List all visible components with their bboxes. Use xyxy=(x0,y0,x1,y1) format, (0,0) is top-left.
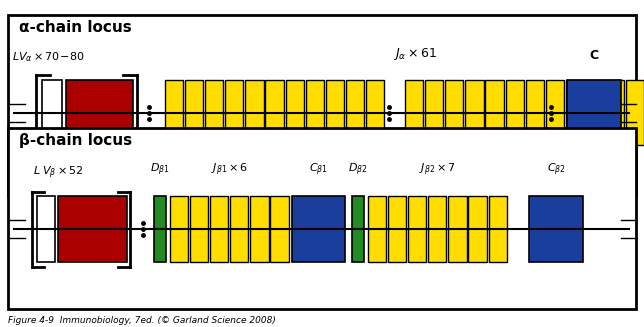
Bar xyxy=(468,197,487,262)
Bar xyxy=(190,197,208,262)
Bar xyxy=(270,197,289,262)
Text: $C_{\beta 1}$: $C_{\beta 1}$ xyxy=(309,162,328,178)
Text: α-chain locus: α-chain locus xyxy=(19,20,132,35)
Bar xyxy=(231,197,249,262)
Text: $C_{\beta 2}$: $C_{\beta 2}$ xyxy=(547,162,565,178)
Bar xyxy=(37,197,55,262)
Bar xyxy=(368,197,386,262)
Bar xyxy=(58,197,127,262)
Bar xyxy=(529,197,583,262)
Bar xyxy=(526,80,544,146)
Bar xyxy=(245,80,263,146)
Bar xyxy=(306,80,324,146)
Bar xyxy=(425,80,443,146)
Text: $LV_\alpha\times70\!-\!80$: $LV_\alpha\times70\!-\!80$ xyxy=(12,50,85,64)
Bar xyxy=(567,80,621,146)
Bar xyxy=(506,80,524,146)
Bar xyxy=(43,80,62,146)
Bar xyxy=(153,197,166,262)
Bar xyxy=(205,80,223,146)
Bar xyxy=(251,197,269,262)
Bar xyxy=(545,80,564,146)
Bar xyxy=(352,197,364,262)
Bar xyxy=(626,80,644,146)
Text: $D_{\beta 1}$: $D_{\beta 1}$ xyxy=(150,162,170,178)
Bar xyxy=(265,80,283,146)
Bar xyxy=(165,80,183,146)
Bar xyxy=(170,197,188,262)
Bar xyxy=(489,197,507,262)
Bar xyxy=(408,197,426,262)
Bar xyxy=(388,197,406,262)
Bar xyxy=(326,80,344,146)
Bar xyxy=(448,197,466,262)
Text: $J_{\beta 1}\times6$: $J_{\beta 1}\times6$ xyxy=(211,162,248,178)
Bar xyxy=(606,80,624,146)
Bar xyxy=(445,80,464,146)
Bar xyxy=(210,197,229,262)
Bar xyxy=(586,80,604,146)
Text: β-chain locus: β-chain locus xyxy=(19,133,132,148)
Text: $D_{\beta 2}$: $D_{\beta 2}$ xyxy=(348,162,368,178)
Bar xyxy=(366,80,384,146)
Bar xyxy=(292,197,345,262)
Bar xyxy=(225,80,243,146)
Text: $J_{\beta 2}\times7$: $J_{\beta 2}\times7$ xyxy=(419,162,456,178)
Bar xyxy=(285,80,304,146)
Text: $L\;V_\beta\times52$: $L\;V_\beta\times52$ xyxy=(33,164,84,181)
Bar xyxy=(66,80,133,146)
Bar xyxy=(428,197,446,262)
Bar xyxy=(486,80,504,146)
Bar xyxy=(566,80,584,146)
Bar xyxy=(405,80,423,146)
Bar xyxy=(185,80,204,146)
Bar xyxy=(346,80,364,146)
Bar xyxy=(466,80,484,146)
Text: C: C xyxy=(589,49,598,62)
Text: Figure 4-9  Immunobiology, 7ed. (© Garland Science 2008): Figure 4-9 Immunobiology, 7ed. (© Garlan… xyxy=(8,316,276,325)
Text: $J_\alpha\times61$: $J_\alpha\times61$ xyxy=(393,46,437,62)
